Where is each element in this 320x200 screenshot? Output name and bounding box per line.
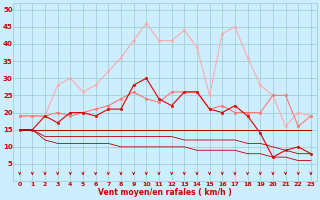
X-axis label: Vent moyen/en rafales ( km/h ): Vent moyen/en rafales ( km/h ) <box>99 188 232 197</box>
